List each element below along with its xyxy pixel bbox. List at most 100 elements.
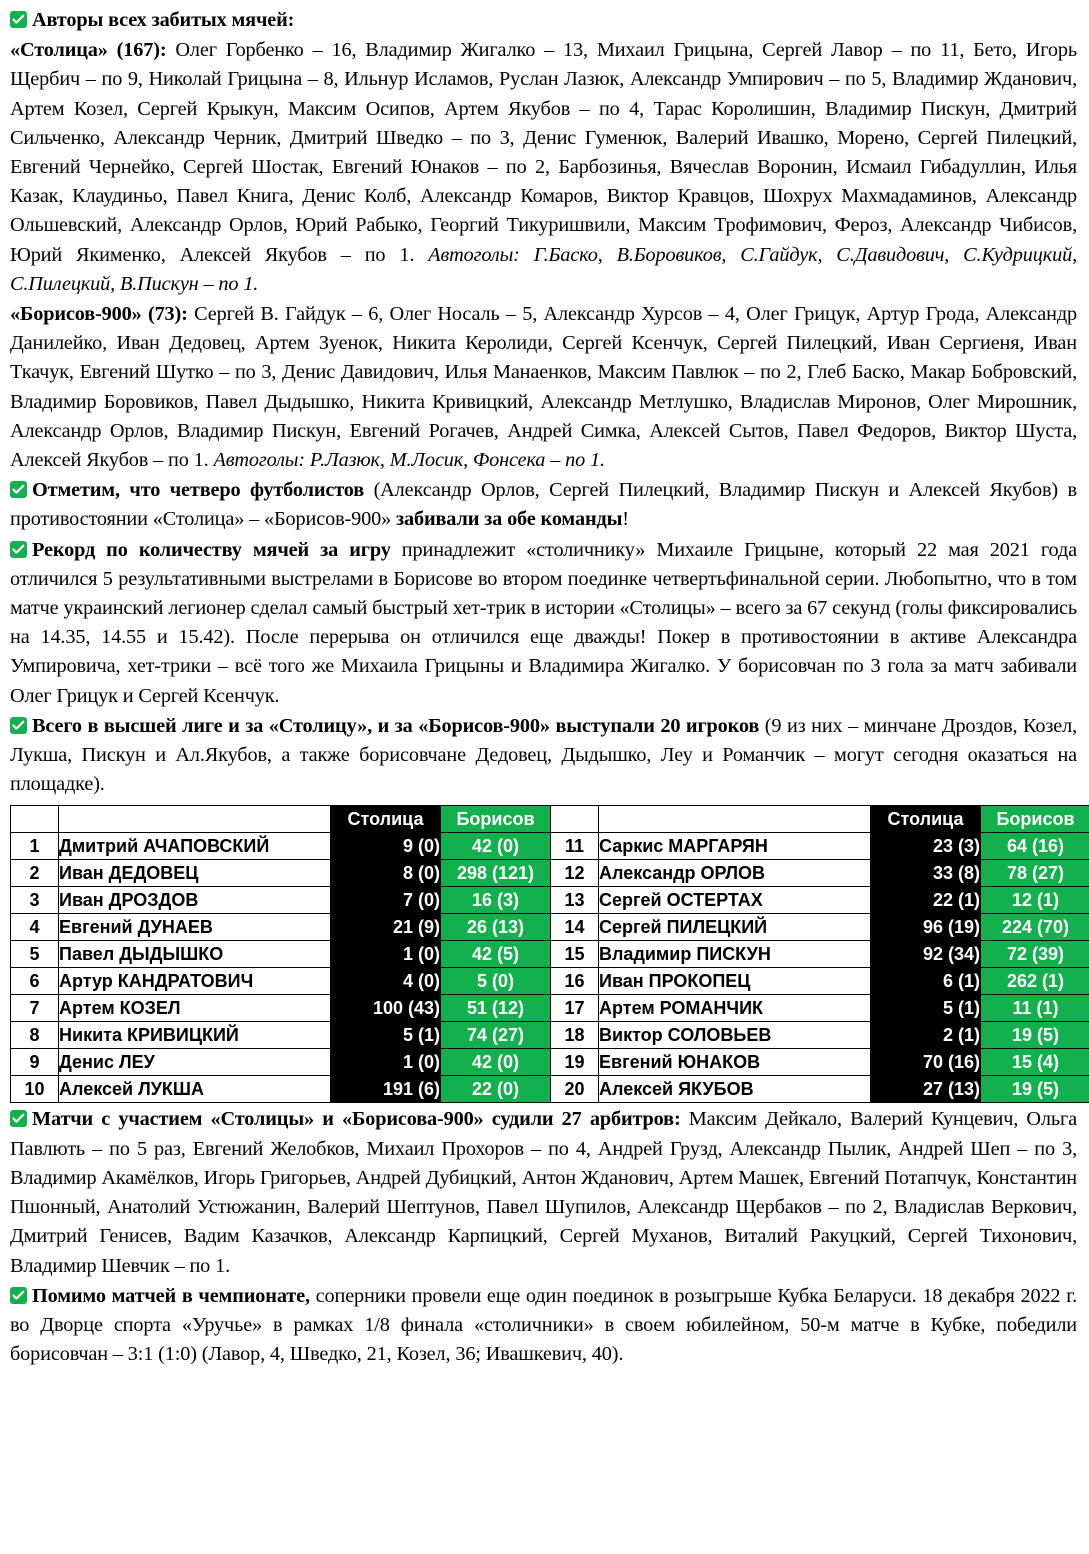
- row-num: 8: [10, 1021, 59, 1050]
- row-stolica-value: 1 (0): [330, 1048, 441, 1077]
- table-row: 6 Артур КАНДРАТОВИЧ 4 (0) 5 (0) 16 Иван …: [10, 967, 1089, 996]
- record-paragraph: Рекорд по количеству мячей за игру прина…: [10, 536, 1077, 711]
- row-num: 10: [10, 1075, 59, 1104]
- check-icon: [10, 11, 27, 28]
- row-borisov-value: 19 (5): [980, 1021, 1089, 1050]
- row-stolica-value: 191 (6): [330, 1075, 441, 1104]
- twenty-players-body: (9 из них – минчане Дроздов, Козел, Лукш…: [10, 714, 1078, 796]
- row-stolica-value: 5 (1): [870, 994, 981, 1023]
- row-borisov-value: 262 (1): [980, 967, 1089, 996]
- twenty-players-paragraph: Всего в высшей лиге и за «Столицу», и за…: [10, 712, 1077, 800]
- row-player-name: Иван ДРОЗДОВ: [58, 886, 331, 915]
- row-num: 11: [550, 832, 599, 861]
- row-stolica-value: 92 (34): [870, 940, 981, 969]
- row-num: 19: [550, 1048, 599, 1077]
- check-icon: [10, 1110, 27, 1128]
- row-num: 1: [10, 832, 59, 861]
- row-player-name: Иван ДЕДОВЕЦ: [58, 859, 331, 888]
- header-stolica-left: Столица: [330, 805, 441, 834]
- team-label-stolica: «Столица» (167):: [10, 39, 167, 62]
- header-num-left: [10, 805, 59, 834]
- row-borisov-value: 26 (13): [440, 913, 551, 942]
- twenty-players-lead: Всего в высшей лиге и за «Столицу», и за…: [32, 714, 760, 737]
- row-stolica-value: 23 (3): [870, 832, 981, 861]
- table-row: 2 Иван ДЕДОВЕЦ 8 (0) 298 (121) 12 Алекса…: [10, 859, 1089, 888]
- cup-paragraph: Помимо матчей в чемпионате, соперники пр…: [10, 1282, 1077, 1370]
- header-borisov-left: Борисов: [440, 805, 551, 834]
- row-player-name: Александр ОРЛОВ: [598, 859, 871, 888]
- row-player-name: Владимир ПИСКУН: [598, 940, 871, 969]
- cup-body: соперники провели еще один поединок в ро…: [10, 1284, 1077, 1366]
- row-stolica-value: 27 (13): [870, 1075, 981, 1104]
- row-borisov-value: 22 (0): [440, 1075, 551, 1104]
- record-body: принадлежит «столичнику» Михаиле Грицыне…: [10, 538, 1077, 707]
- scorers-heading-text: Авторы всех забитых мячей:: [32, 9, 295, 31]
- table-row: 10 Алексей ЛУКША 191 (6) 22 (0) 20 Алекс…: [10, 1075, 1089, 1104]
- row-player-name: Дмитрий АЧАПОВСКИЙ: [58, 832, 331, 861]
- row-player-name: Евгений ЮНАКОВ: [598, 1048, 871, 1077]
- row-player-name: Алексей ЯКУБОВ: [598, 1075, 871, 1104]
- row-borisov-value: 72 (39): [980, 940, 1089, 969]
- row-stolica-value: 22 (1): [870, 886, 981, 915]
- row-stolica-value: 8 (0): [330, 859, 441, 888]
- row-player-name: Артем КОЗЕЛ: [58, 994, 331, 1023]
- row-player-name: Сергей ПИЛЕЦКИЙ: [598, 913, 871, 942]
- table-row: 3 Иван ДРОЗДОВ 7 (0) 16 (3) 13 Сергей ОС…: [10, 886, 1089, 915]
- row-borisov-value: 298 (121): [440, 859, 551, 888]
- header-borisov-right: Борисов: [980, 805, 1089, 834]
- row-stolica-value: 6 (1): [870, 967, 981, 996]
- table-row: 1 Дмитрий АЧАПОВСКИЙ 9 (0) 42 (0) 11 Сар…: [10, 832, 1089, 861]
- row-num: 20: [550, 1075, 599, 1104]
- header-name-right: [598, 805, 871, 834]
- scorers-borisov-owngoals: Автоголы: Р.Лазюк, М.Лосик, Фонсека – по…: [213, 449, 605, 472]
- row-player-name: Денис ЛЕУ: [58, 1048, 331, 1077]
- team-label-borisov: «Борисов-900» (73):: [10, 303, 188, 326]
- row-num: 16: [550, 967, 599, 996]
- row-num: 7: [10, 994, 59, 1023]
- four-players-paragraph: Отметим, что четверо футболистов (Алекса…: [10, 476, 1077, 534]
- four-players-tail: забивали за обе команды: [395, 508, 623, 531]
- row-player-name: Никита КРИВИЦКИЙ: [58, 1021, 331, 1050]
- row-num: 5: [10, 940, 59, 969]
- scorers-borisov: «Борисов-900» (73): Сергей В. Гайдук – 6…: [10, 300, 1077, 475]
- row-num: 6: [10, 967, 59, 996]
- table-row: 4 Евгений ДУНАЕВ 21 (9) 26 (13) 14 Серге…: [10, 913, 1089, 942]
- row-stolica-value: 7 (0): [330, 886, 441, 915]
- row-borisov-value: 11 (1): [980, 994, 1089, 1023]
- scorers-stolica: «Столица» (167): Олег Горбенко – 16, Вла…: [10, 36, 1077, 299]
- row-player-name: Артур КАНДРАТОВИЧ: [58, 967, 331, 996]
- row-player-name: Саркис МАРГАРЯН: [598, 832, 871, 861]
- four-players-end: !: [622, 508, 629, 531]
- row-borisov-value: 15 (4): [980, 1048, 1089, 1077]
- cup-lead: Помимо матчей в чемпионате,: [32, 1284, 310, 1307]
- row-stolica-value: 5 (1): [330, 1021, 441, 1050]
- four-players-lead: Отметим, что четверо футболистов: [32, 479, 365, 502]
- referees-body: Максим Дейкало, Валерий Кунцевич, Ольга …: [10, 1108, 1077, 1277]
- referees-lead: Матчи с участием «Столицы» и «Борисова-9…: [32, 1108, 681, 1131]
- row-borisov-value: 16 (3): [440, 886, 551, 915]
- row-stolica-value: 33 (8): [870, 859, 981, 888]
- players-stats-table: Столица Борисов Столица Борисов 1 Дмитри…: [10, 805, 1089, 1104]
- table-row: 8 Никита КРИВИЦКИЙ 5 (1) 74 (27) 18 Викт…: [10, 1021, 1089, 1050]
- row-stolica-value: 9 (0): [330, 832, 441, 861]
- row-player-name: Алексей ЛУКША: [58, 1075, 331, 1104]
- row-borisov-value: 224 (70): [980, 913, 1089, 942]
- row-borisov-value: 78 (27): [980, 859, 1089, 888]
- check-icon: [10, 1286, 27, 1304]
- row-borisov-value: 5 (0): [440, 967, 551, 996]
- row-player-name: Павел ДЫДЫШКО: [58, 940, 331, 969]
- scorers-borisov-body: Сергей В. Гайдук – 6, Олег Носаль – 5, А…: [10, 303, 1077, 472]
- row-player-name: Евгений ДУНАЕВ: [58, 913, 331, 942]
- header-num-right: [550, 805, 599, 834]
- check-icon: [10, 716, 27, 734]
- row-num: 2: [10, 859, 59, 888]
- check-icon: [10, 540, 27, 558]
- row-borisov-value: 19 (5): [980, 1075, 1089, 1104]
- row-borisov-value: 42 (0): [440, 832, 551, 861]
- row-stolica-value: 4 (0): [330, 967, 441, 996]
- row-stolica-value: 70 (16): [870, 1048, 981, 1077]
- record-lead: Рекорд по количеству мячей за игру: [32, 538, 391, 561]
- check-icon: [10, 481, 27, 499]
- scorers-stolica-owngoals: Автоголы: Г.Баско, В.Боровиков, С.Гайдук…: [10, 243, 1077, 295]
- table-row: 7 Артем КОЗЕЛ 100 (43) 51 (12) 17 Артем …: [10, 994, 1089, 1023]
